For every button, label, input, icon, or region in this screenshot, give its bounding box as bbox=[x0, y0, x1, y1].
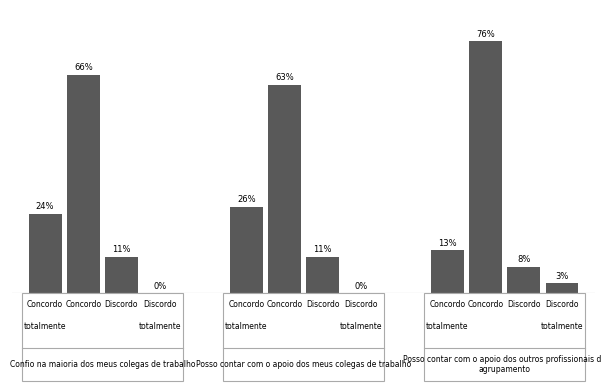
Bar bbox=[29, 214, 61, 293]
Text: Concordo: Concordo bbox=[266, 300, 302, 309]
Text: Discordo: Discordo bbox=[545, 300, 579, 309]
Bar bbox=[507, 267, 540, 293]
Text: Concordo: Concordo bbox=[228, 300, 264, 309]
Bar bbox=[546, 283, 578, 293]
Bar bbox=[469, 42, 502, 293]
Text: Discordo: Discordo bbox=[306, 300, 340, 309]
Text: totalmente: totalmente bbox=[541, 322, 583, 331]
Text: 24%: 24% bbox=[36, 202, 54, 211]
Bar bbox=[268, 84, 301, 293]
Text: Discordo: Discordo bbox=[344, 300, 377, 309]
Text: 26%: 26% bbox=[237, 195, 255, 205]
Text: Discordo: Discordo bbox=[143, 300, 177, 309]
Bar bbox=[230, 207, 263, 293]
Bar bbox=[431, 250, 464, 293]
Text: 11%: 11% bbox=[313, 245, 332, 254]
Text: Discordo: Discordo bbox=[507, 300, 540, 309]
Text: 8%: 8% bbox=[517, 255, 531, 264]
Bar bbox=[105, 257, 138, 293]
Text: 63%: 63% bbox=[275, 73, 294, 82]
Text: 13%: 13% bbox=[438, 238, 457, 247]
Text: Concordo: Concordo bbox=[429, 300, 465, 309]
Text: 66%: 66% bbox=[74, 63, 93, 72]
Bar bbox=[67, 75, 100, 293]
Text: totalmente: totalmente bbox=[138, 322, 181, 331]
Bar bbox=[306, 257, 339, 293]
Text: Concordo: Concordo bbox=[27, 300, 63, 309]
Text: 0%: 0% bbox=[153, 282, 166, 291]
Text: Posso contar com o apoio dos outros profissionais do
agrupamento: Posso contar com o apoio dos outros prof… bbox=[403, 355, 601, 374]
Text: Concordo: Concordo bbox=[66, 300, 102, 309]
Text: 76%: 76% bbox=[476, 30, 495, 39]
Text: totalmente: totalmente bbox=[426, 322, 469, 331]
Text: Concordo: Concordo bbox=[468, 300, 504, 309]
Text: totalmente: totalmente bbox=[340, 322, 382, 331]
Text: Confio na maioria dos meus colegas de trabalho: Confio na maioria dos meus colegas de tr… bbox=[10, 360, 195, 369]
Text: totalmente: totalmente bbox=[24, 322, 66, 331]
Text: 11%: 11% bbox=[112, 245, 131, 254]
Text: totalmente: totalmente bbox=[225, 322, 267, 331]
Text: 0%: 0% bbox=[354, 282, 367, 291]
Text: Posso contar com o apoio dos meus colegas de trabalho: Posso contar com o apoio dos meus colega… bbox=[196, 360, 411, 369]
Text: Discordo: Discordo bbox=[105, 300, 138, 309]
Text: 3%: 3% bbox=[555, 272, 569, 280]
